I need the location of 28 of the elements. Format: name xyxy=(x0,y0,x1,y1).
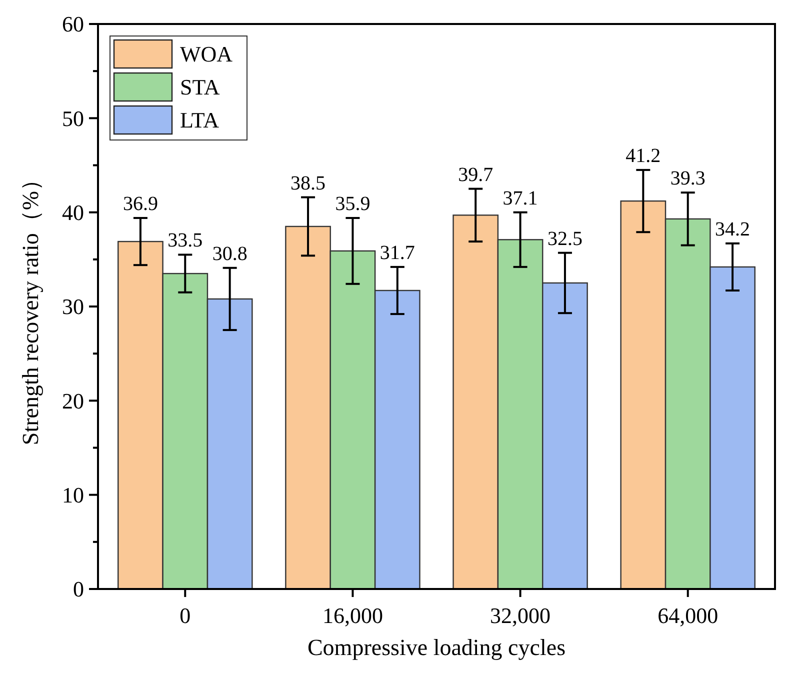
y-tick-label: 30 xyxy=(62,294,84,320)
data-label: 34.2 xyxy=(715,218,750,240)
legend-label: WOA xyxy=(180,42,233,67)
y-tick-label: 50 xyxy=(62,106,84,131)
y-tick-label: 60 xyxy=(62,12,84,37)
y-tick-label: 20 xyxy=(62,388,84,414)
x-tick-label: 64,000 xyxy=(658,603,718,628)
x-axis-title: Compressive loading cycles xyxy=(307,635,566,660)
legend-label: LTA xyxy=(180,108,220,133)
x-tick-label: 0 xyxy=(180,603,191,628)
data-label: 36.9 xyxy=(122,192,158,215)
y-tick-label: 0 xyxy=(73,576,84,602)
data-label: 30.8 xyxy=(212,242,248,265)
data-label: 31.7 xyxy=(380,242,415,264)
data-label: 33.5 xyxy=(168,230,203,252)
y-tick-label: 40 xyxy=(62,200,84,226)
data-label: 39.7 xyxy=(458,164,494,186)
y-axis-title: Strength recovery ratio（%） xyxy=(18,168,43,446)
data-label: 41.2 xyxy=(626,144,661,167)
data-label: 39.3 xyxy=(670,168,706,190)
data-label: 35.9 xyxy=(335,192,370,215)
data-label: 37.1 xyxy=(502,187,538,210)
x-tick-label: 16,000 xyxy=(322,603,383,628)
x-tick-label: 32,000 xyxy=(490,603,551,628)
data-label: 38.5 xyxy=(290,172,326,194)
y-tick-label: 10 xyxy=(62,482,84,508)
legend-label: STA xyxy=(180,74,220,100)
data-label: 32.5 xyxy=(547,228,582,250)
